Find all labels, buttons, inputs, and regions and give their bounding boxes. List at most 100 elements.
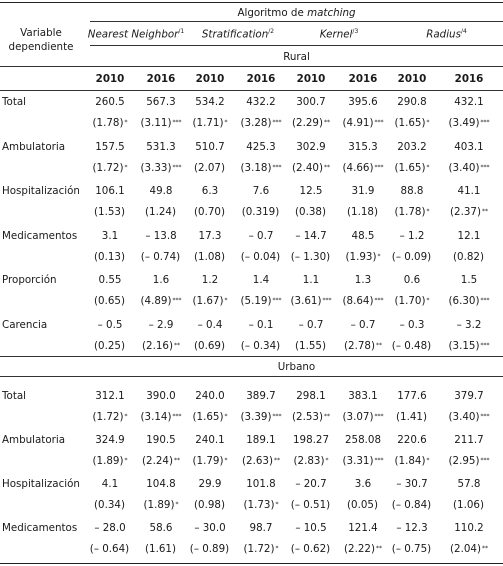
t-stat: (– 0.04) [240,250,281,263]
significance-stars: * [224,413,228,420]
coef-value: – 3.2 [456,318,482,331]
significance-stars: ** [323,413,330,420]
coef-value: – 30.7 [396,478,428,490]
coef-value: – 0.7 [350,318,376,331]
t-stat: (0.82) [453,250,484,263]
t-stat: (2.37) [450,206,481,218]
coef-value: 7.6 [252,185,270,197]
year-header: 2010 [397,73,427,85]
t-stat: (2.40) [292,161,323,174]
stat-cell: (8.64)*** [337,295,389,307]
t-stat: (– 0.74) [140,250,181,263]
method-note: /2 [268,28,275,35]
coef-value: – 20.7 [295,478,327,490]
significance-stars: * [175,501,179,508]
coef-value: 383.1 [348,390,378,402]
section-rule-urbano-bottom [0,376,503,377]
method-name: Nearest Neighbor [87,28,179,41]
coef-value: 425.3 [246,140,276,153]
coef-value: 1.2 [201,274,219,286]
stat-cell: (1.67)* [184,295,236,307]
stat-cell: (– 0.51) [285,499,337,511]
stat-cell: (0.319) [235,206,287,218]
stat-cell: (2.07) [184,162,236,174]
stat-cell: (– 0.48) [386,340,438,352]
stat-cell: (3.33)*** [135,162,187,174]
t-stat: (1.93) [345,250,377,263]
coef-value: – 30.0 [194,522,226,534]
stat-cell: (1.53) [84,206,136,218]
t-stat: (1.06) [453,499,484,511]
coef-value: – 0.3 [399,318,425,331]
coef-value: – 0.1 [248,318,274,331]
significance-stars: * [275,501,279,508]
t-stat: (1.73) [243,499,275,511]
algorithm-header: Algoritmo de matching [90,7,503,19]
stat-cell: (1.18) [337,206,389,218]
significance-stars: *** [322,297,332,304]
coef-value: 88.8 [400,185,424,197]
algorithm-rule [90,21,503,22]
t-stat: (1.08) [194,250,225,263]
coef-value: – 14.7 [295,229,327,242]
coef-value: 211.7 [454,434,484,446]
coef-value: 379.7 [454,390,484,402]
significance-stars: * [224,119,228,126]
significance-stars: * [426,208,430,215]
stat-cell: (1.78)* [84,117,136,129]
t-stat: (1.78) [92,117,124,129]
stat-cell: (2.22)** [337,543,389,555]
t-stat: (1.61) [145,543,176,555]
t-stat: (3.28) [240,117,272,129]
t-stat: (1.78) [394,206,426,218]
significance-stars: *** [374,119,384,126]
t-stat: (0.38) [295,206,326,218]
t-stat: (3.07) [342,411,374,423]
coef-value: – 10.5 [295,522,327,534]
t-stat: (1.41) [396,411,427,423]
section-title-urbano: Urbano [277,361,316,373]
algorithm-italic: matching [307,7,356,19]
significance-stars: *** [374,413,384,420]
t-stat: (1.24) [145,206,176,218]
stat-cell: (1.65)* [386,162,438,174]
method-name: Stratification [201,28,269,41]
coef-value: 0.6 [403,274,421,286]
coef-value: 534.2 [195,96,225,108]
t-stat: (2.22) [344,543,375,555]
stat-cell: (– 0.64) [84,543,136,555]
t-stat: (– 0.89) [189,543,230,555]
row-label: Total [2,390,27,402]
significance-stars: *** [480,163,490,171]
stat-cell: (0.13) [84,251,136,263]
stat-cell: (0.70) [184,206,236,218]
t-stat: (– 0.48) [391,339,432,352]
significance-stars: ** [375,341,382,349]
t-stat: (8.64) [342,295,374,307]
coef-value: 298.1 [296,390,326,402]
stat-cell: (1.72)* [84,411,136,423]
t-stat: (4.91) [342,117,374,129]
stat-cell: (3.14)*** [135,411,187,423]
stat-cell: (– 0.75) [386,543,438,555]
t-stat: (0.70) [194,206,225,218]
year-header: 2016 [246,73,276,85]
stat-cell: (– 0.84) [386,499,438,511]
significance-stars: * [377,252,381,260]
stat-cell: (2.16)** [135,340,187,352]
t-stat: (3.15) [448,339,480,352]
stat-cell: (3.49)*** [443,117,495,129]
stat-cell: (1.93)* [337,251,389,263]
t-stat: (2.83) [293,455,325,467]
stat-cell: (2.95)*** [443,455,495,467]
t-stat: (3.40) [448,161,480,174]
method-stratification: Stratification/2 [188,28,288,40]
stat-cell: (1.65)* [386,117,438,129]
t-stat: (3.39) [240,411,272,423]
stat-cell: (1.06) [443,499,495,511]
stat-cell: (1.78)* [386,206,438,218]
significance-stars: *** [172,119,182,126]
significance-stars: * [124,413,128,420]
stat-cell: (1.72)* [235,543,287,555]
method-kernel: Kernel/3 [288,28,390,40]
